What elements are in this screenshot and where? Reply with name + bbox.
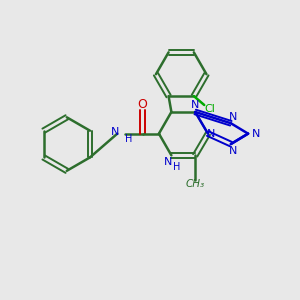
- Text: N: N: [229, 146, 237, 156]
- Text: CH₃: CH₃: [186, 179, 205, 189]
- Text: N: N: [164, 157, 172, 167]
- Text: H: H: [173, 162, 180, 172]
- Text: Cl: Cl: [205, 103, 216, 114]
- Text: O: O: [138, 98, 148, 111]
- Text: N: N: [229, 112, 237, 122]
- Text: N: N: [252, 129, 261, 139]
- Text: N: N: [111, 127, 119, 136]
- Text: N: N: [191, 100, 200, 110]
- Text: N: N: [207, 129, 215, 139]
- Text: H: H: [124, 134, 132, 144]
